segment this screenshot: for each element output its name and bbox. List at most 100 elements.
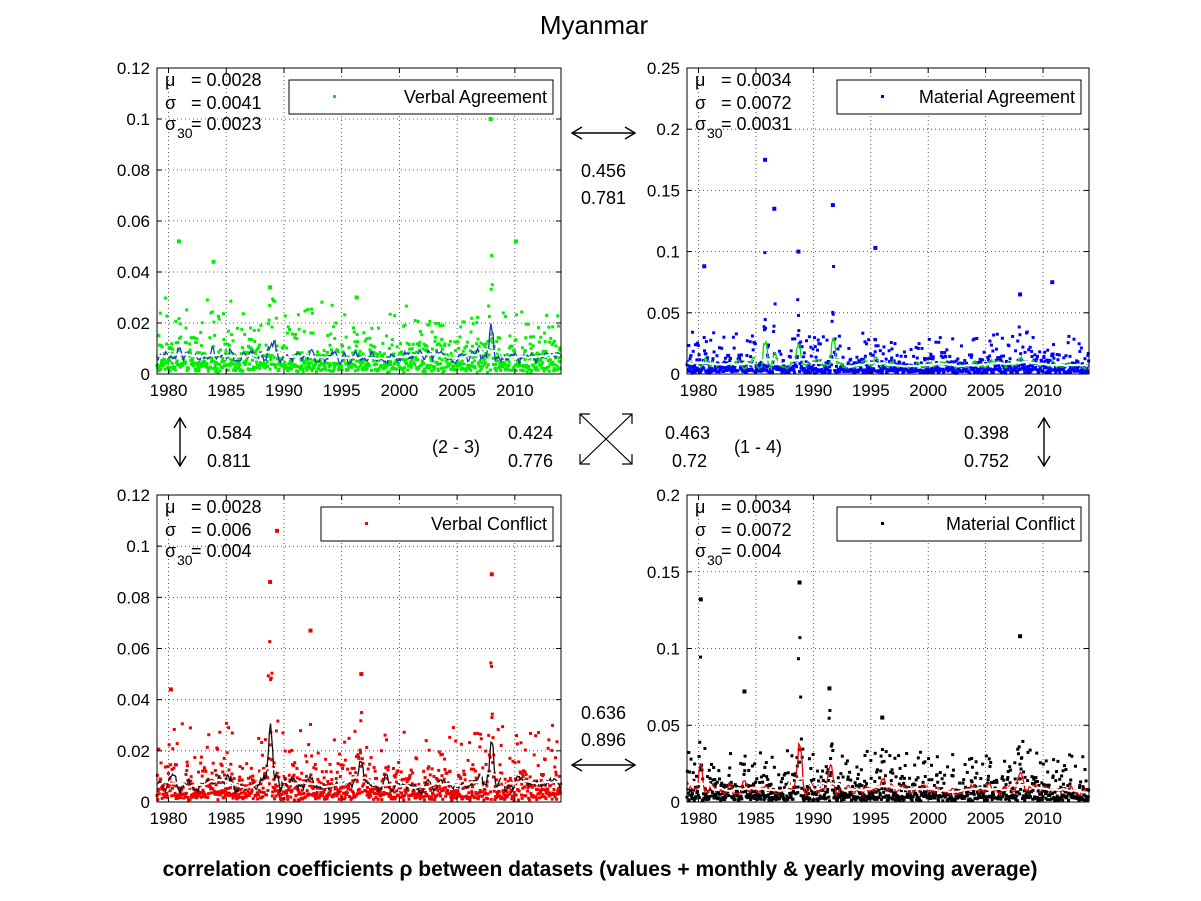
- data-point: [829, 363, 833, 367]
- stat-symbol: μ: [695, 70, 705, 90]
- data-point: [352, 357, 356, 361]
- data-point: [992, 779, 996, 783]
- data-point: [431, 359, 435, 363]
- data-point: [253, 339, 257, 343]
- data-point: [219, 348, 223, 352]
- data-point: [930, 367, 934, 371]
- data-point: [267, 353, 271, 357]
- data-point: [1029, 369, 1033, 373]
- data-point: [1002, 791, 1006, 795]
- data-point: [376, 353, 380, 357]
- data-point: [940, 777, 944, 781]
- data-point: [347, 784, 351, 788]
- data-point: [969, 355, 973, 359]
- data-point: [1046, 770, 1050, 774]
- data-point: [288, 784, 292, 788]
- data-point: [324, 368, 328, 372]
- data-point: [905, 785, 909, 789]
- data-point: [347, 795, 351, 799]
- data-point: [749, 355, 753, 359]
- data-point: [222, 359, 226, 363]
- data-point: [1000, 775, 1004, 779]
- data-point: [173, 793, 177, 797]
- data-point: [438, 324, 442, 328]
- data-point: [360, 711, 364, 715]
- panel-p2: 1980 1985 1990 1995 2000 2005 201000.050.10.15…: [647, 59, 1091, 400]
- data-point: [355, 332, 359, 336]
- data-point: [346, 362, 350, 366]
- data-point: [759, 797, 763, 801]
- data-point: [1078, 783, 1082, 787]
- data-point: [1052, 758, 1056, 762]
- data-point: [731, 784, 735, 788]
- data-point: [200, 791, 204, 795]
- data-point: [548, 791, 552, 795]
- data-point: [1085, 370, 1089, 374]
- data-point: [356, 340, 360, 344]
- data-point: [269, 357, 273, 361]
- data-point: [722, 783, 726, 787]
- data-point: [894, 362, 898, 366]
- data-point: [792, 773, 796, 777]
- data-point: [805, 784, 809, 788]
- data-point: [283, 791, 287, 795]
- data-point: [405, 357, 409, 361]
- data-point: [1062, 356, 1066, 360]
- data-point: [375, 776, 379, 780]
- data-point: [527, 796, 531, 800]
- data-point: [882, 782, 886, 786]
- data-point: [1065, 795, 1069, 799]
- data-point: [338, 775, 342, 779]
- data-point: [938, 336, 942, 340]
- data-point: [513, 777, 517, 781]
- data-point: [360, 368, 364, 372]
- data-point: [905, 363, 909, 367]
- data-point: [1004, 793, 1008, 797]
- data-point: [989, 781, 993, 785]
- data-point: [969, 792, 973, 796]
- data-point: [311, 793, 315, 797]
- data-point: [1023, 798, 1027, 802]
- data-point: [436, 367, 440, 371]
- data-point: [878, 793, 882, 797]
- data-point: [232, 777, 236, 781]
- data-point: [707, 768, 711, 772]
- data-point: [1018, 333, 1022, 337]
- data-point: [459, 325, 463, 329]
- data-point: [969, 799, 973, 803]
- data-point: [548, 358, 552, 362]
- yearly-average-line: [686, 776, 1089, 794]
- data-point: [798, 636, 802, 640]
- legend-box: [836, 506, 1082, 542]
- data-point: [431, 792, 435, 796]
- data-point: [158, 311, 162, 315]
- data-point: [476, 315, 480, 319]
- data-point: [773, 795, 777, 799]
- data-point: [339, 364, 343, 368]
- data-point: [955, 791, 959, 795]
- figure-title: Myanmar: [540, 10, 649, 40]
- data-point: [515, 734, 519, 738]
- data-point: [527, 798, 531, 802]
- data-point: [844, 762, 848, 766]
- data-point: [893, 756, 897, 760]
- data-point: [439, 366, 443, 370]
- data-point: [686, 791, 690, 795]
- data-point: [321, 353, 325, 357]
- data-point: [325, 797, 329, 801]
- data-point: [330, 778, 334, 782]
- data-point: [237, 792, 241, 796]
- data-point: [986, 781, 990, 785]
- data-point: [949, 795, 953, 799]
- data-point: [346, 787, 350, 791]
- data-point: [292, 798, 296, 802]
- data-point: [386, 792, 390, 796]
- data-point: [426, 782, 430, 786]
- data-point: [290, 788, 294, 792]
- data-point: [230, 731, 234, 735]
- data-point: [361, 784, 365, 788]
- data-point: [163, 788, 167, 792]
- data-point: [335, 794, 339, 798]
- data-point: [898, 798, 902, 802]
- data-point: [1031, 775, 1035, 779]
